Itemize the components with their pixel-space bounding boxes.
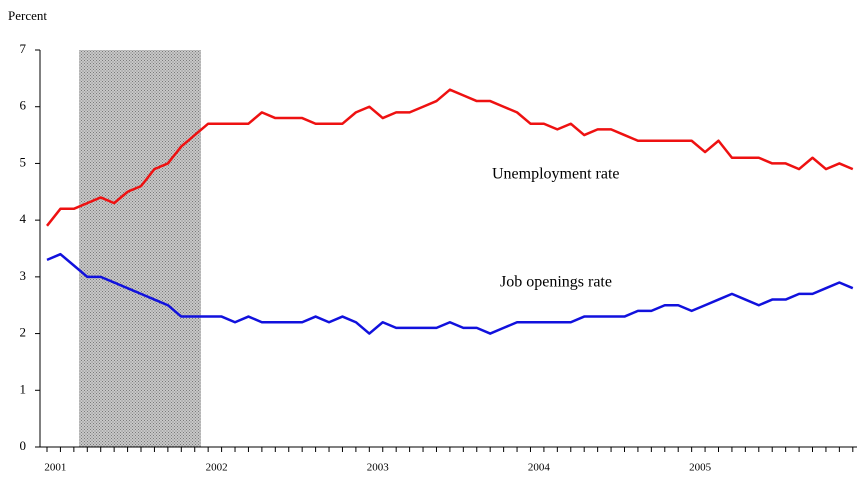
y-tick-label: 7 [20,41,27,56]
y-axis-label: Percent [8,8,47,23]
line [46,88,854,227]
y-tick-label: 3 [20,268,27,283]
x-tick-label: 2001 [44,462,66,474]
y-tick-label: 2 [20,325,27,340]
series-label: Unemployment rate [492,166,620,183]
x-tick-label: 2003 [367,462,390,474]
series-label: Job openings rate [500,274,612,291]
y-tick-label: 5 [20,154,27,169]
line [46,252,854,335]
x-tick-label: 2004 [528,462,551,474]
y-tick-label: 4 [20,211,27,226]
recession-shading [79,50,201,447]
x-tick-label: 2002 [206,462,228,474]
y-tick-label: 1 [20,381,27,396]
y-tick-label: 0 [20,438,27,453]
x-tick-label: 2005 [689,462,712,474]
y-tick-label: 6 [20,98,27,113]
